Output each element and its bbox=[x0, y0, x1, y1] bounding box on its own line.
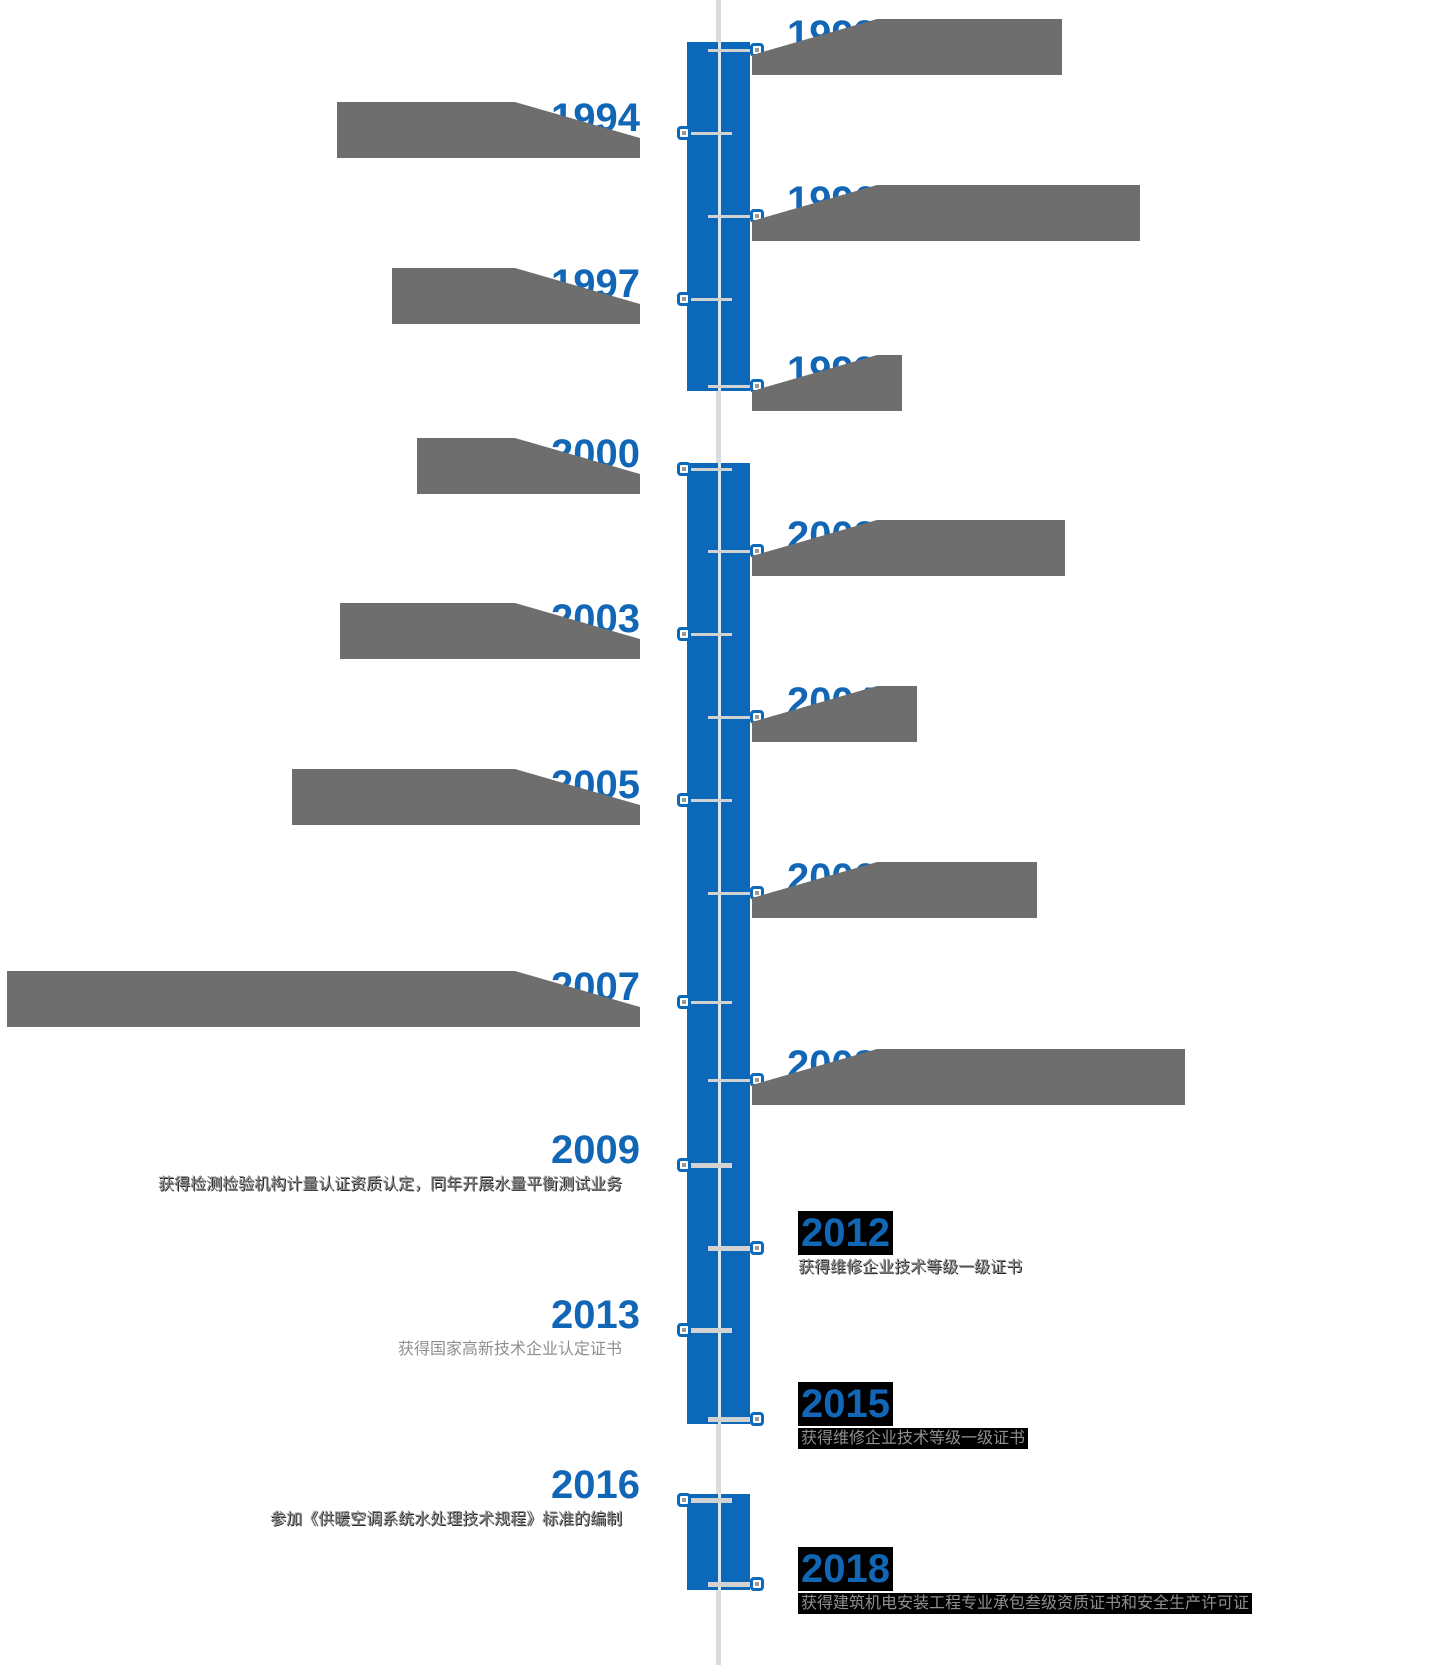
timeline-tick bbox=[682, 298, 732, 301]
timeline-year-label: 2018 bbox=[798, 1547, 893, 1591]
node-dot bbox=[755, 214, 759, 218]
timeline-tick bbox=[708, 1582, 758, 1587]
timeline-node-icon bbox=[677, 995, 691, 1009]
timeline-node-icon bbox=[677, 793, 691, 807]
timeline-item: 1997 bbox=[392, 263, 640, 325]
timeline-item: 2012 获得维修企业技术等级一级证书 bbox=[752, 1211, 1112, 1276]
timeline-year-label: 2013 bbox=[551, 1293, 640, 1337]
timeline-spine-segment bbox=[687, 1494, 750, 1590]
node-dot bbox=[682, 1498, 686, 1502]
timeline-tick bbox=[708, 892, 758, 895]
timeline-tick bbox=[708, 1417, 758, 1422]
timeline-description-label: 获得维修企业技术等级一级证书 bbox=[798, 1428, 1029, 1449]
timeline-year: 2009 bbox=[120, 1129, 640, 1171]
timeline-description-label: 参加《供暖空调系统水处理技术规程》标准的编制 bbox=[269, 1511, 622, 1528]
timeline-tick bbox=[708, 1246, 758, 1251]
timeline-description: 获得维修企业技术等级一级证书 bbox=[752, 1428, 1112, 1449]
node-dot bbox=[682, 632, 686, 636]
timeline-tick bbox=[682, 1328, 732, 1333]
timeline-item: 1996 bbox=[752, 180, 1140, 242]
timeline-node-icon bbox=[677, 292, 691, 306]
timeline-description: 参加《供暖空调系统水处理技术规程》标准的编制 bbox=[210, 1510, 640, 1530]
timeline-item: 1994 bbox=[337, 97, 640, 159]
timeline-year-label: 2012 bbox=[798, 1211, 893, 1255]
timeline-item: 2004 bbox=[752, 681, 917, 743]
timeline-description: 获得维修企业技术等级一级证书 bbox=[752, 1258, 1112, 1278]
node-dot bbox=[682, 1000, 686, 1004]
timeline-description: 获得国家高新技术企业认定证书 bbox=[340, 1340, 640, 1360]
node-dot bbox=[755, 715, 759, 719]
timeline-tick bbox=[708, 215, 758, 218]
timeline-node-icon bbox=[677, 1158, 691, 1172]
node-dot bbox=[682, 1163, 686, 1167]
timeline-year-label: 2016 bbox=[551, 1463, 640, 1507]
timeline-item: 2009 获得检测检验机构计量认证资质认定，同年开展水量平衡测试业务 bbox=[120, 1129, 640, 1193]
timeline-item: 2016 参加《供暖空调系统水处理技术规程》标准的编制 bbox=[210, 1464, 640, 1528]
timeline-tick bbox=[682, 1001, 732, 1004]
timeline-description-label: 获得建筑机电安装工程专业承包叁级资质证书和安全生产许可证 bbox=[798, 1593, 1253, 1614]
timeline-node-icon bbox=[677, 126, 691, 140]
timeline-item: 2000 bbox=[417, 433, 640, 495]
node-dot bbox=[755, 1582, 759, 1586]
timeline-item: 2003 bbox=[340, 598, 640, 660]
timeline-year-label: 2015 bbox=[798, 1382, 893, 1426]
reveal-curtain bbox=[7, 971, 640, 1027]
timeline-description: 获得建筑机电安装工程专业承包叁级资质证书和安全生产许可证 bbox=[752, 1593, 1272, 1614]
spine-center-line bbox=[718, 1494, 721, 1590]
timeline-year: 2015 bbox=[752, 1382, 1112, 1426]
timeline-node-icon bbox=[677, 1493, 691, 1507]
timeline-year: 2016 bbox=[210, 1464, 640, 1506]
timeline-tick bbox=[682, 468, 732, 471]
timeline-year: 2018 bbox=[752, 1547, 1272, 1591]
timeline-tick bbox=[682, 1163, 732, 1168]
node-dot bbox=[682, 297, 686, 301]
timeline-description-label: 获得国家高新技术企业认定证书 bbox=[397, 1341, 622, 1358]
timeline-tick bbox=[708, 550, 758, 553]
spine-center-line bbox=[718, 463, 721, 1424]
node-dot bbox=[755, 549, 759, 553]
node-dot bbox=[755, 1078, 759, 1082]
timeline-tick bbox=[708, 716, 758, 719]
timeline-tick bbox=[708, 385, 758, 388]
timeline-node-icon bbox=[677, 627, 691, 641]
timeline-item: 2006 bbox=[752, 857, 1037, 919]
node-dot bbox=[755, 384, 759, 388]
timeline-tick bbox=[682, 799, 732, 802]
node-dot bbox=[682, 798, 686, 802]
timeline-tick bbox=[682, 633, 732, 636]
timeline-node-icon bbox=[750, 1412, 764, 1426]
timeline-node-icon bbox=[750, 1241, 764, 1255]
timeline-item: 2013 获得国家高新技术企业认定证书 bbox=[340, 1294, 640, 1358]
timeline-item: 1993 bbox=[752, 14, 1062, 76]
timeline-year: 2012 bbox=[752, 1211, 1112, 1255]
node-dot bbox=[682, 467, 686, 471]
timeline-item: 2018 获得建筑机电安装工程专业承包叁级资质证书和安全生产许可证 bbox=[752, 1547, 1272, 1614]
timeline-description: 获得检测检验机构计量认证资质认定，同年开展水量平衡测试业务 bbox=[120, 1175, 640, 1195]
timeline-tick bbox=[682, 132, 732, 135]
timeline-node-icon bbox=[750, 1577, 764, 1591]
timeline-node-icon bbox=[677, 462, 691, 476]
node-dot bbox=[755, 1417, 759, 1421]
timeline-tick bbox=[708, 49, 758, 52]
timeline-tick bbox=[708, 1079, 758, 1082]
node-dot bbox=[755, 891, 759, 895]
timeline-description-label: 获得检测检验机构计量认证资质认定，同年开展水量平衡测试业务 bbox=[157, 1176, 622, 1193]
timeline-spine-segment bbox=[687, 463, 750, 1424]
node-dot bbox=[682, 131, 686, 135]
timeline-item: 1999 bbox=[752, 350, 902, 412]
timeline-node-icon bbox=[677, 1323, 691, 1337]
node-dot bbox=[682, 1328, 686, 1332]
timeline-item: 2005 bbox=[292, 764, 640, 826]
timeline-item: 2002 bbox=[752, 515, 1065, 577]
timeline-item: 2015 获得维修企业技术等级一级证书 bbox=[752, 1382, 1112, 1449]
timeline-year-label: 2009 bbox=[551, 1128, 640, 1172]
timeline-year: 2013 bbox=[340, 1294, 640, 1336]
timeline-item: 2007 bbox=[7, 966, 640, 1028]
timeline-tick bbox=[682, 1498, 732, 1503]
timeline-description-label: 获得维修企业技术等级一级证书 bbox=[798, 1259, 1023, 1276]
node-dot bbox=[755, 1246, 759, 1250]
node-dot bbox=[755, 48, 759, 52]
timeline-item: 2008 bbox=[752, 1044, 1185, 1106]
